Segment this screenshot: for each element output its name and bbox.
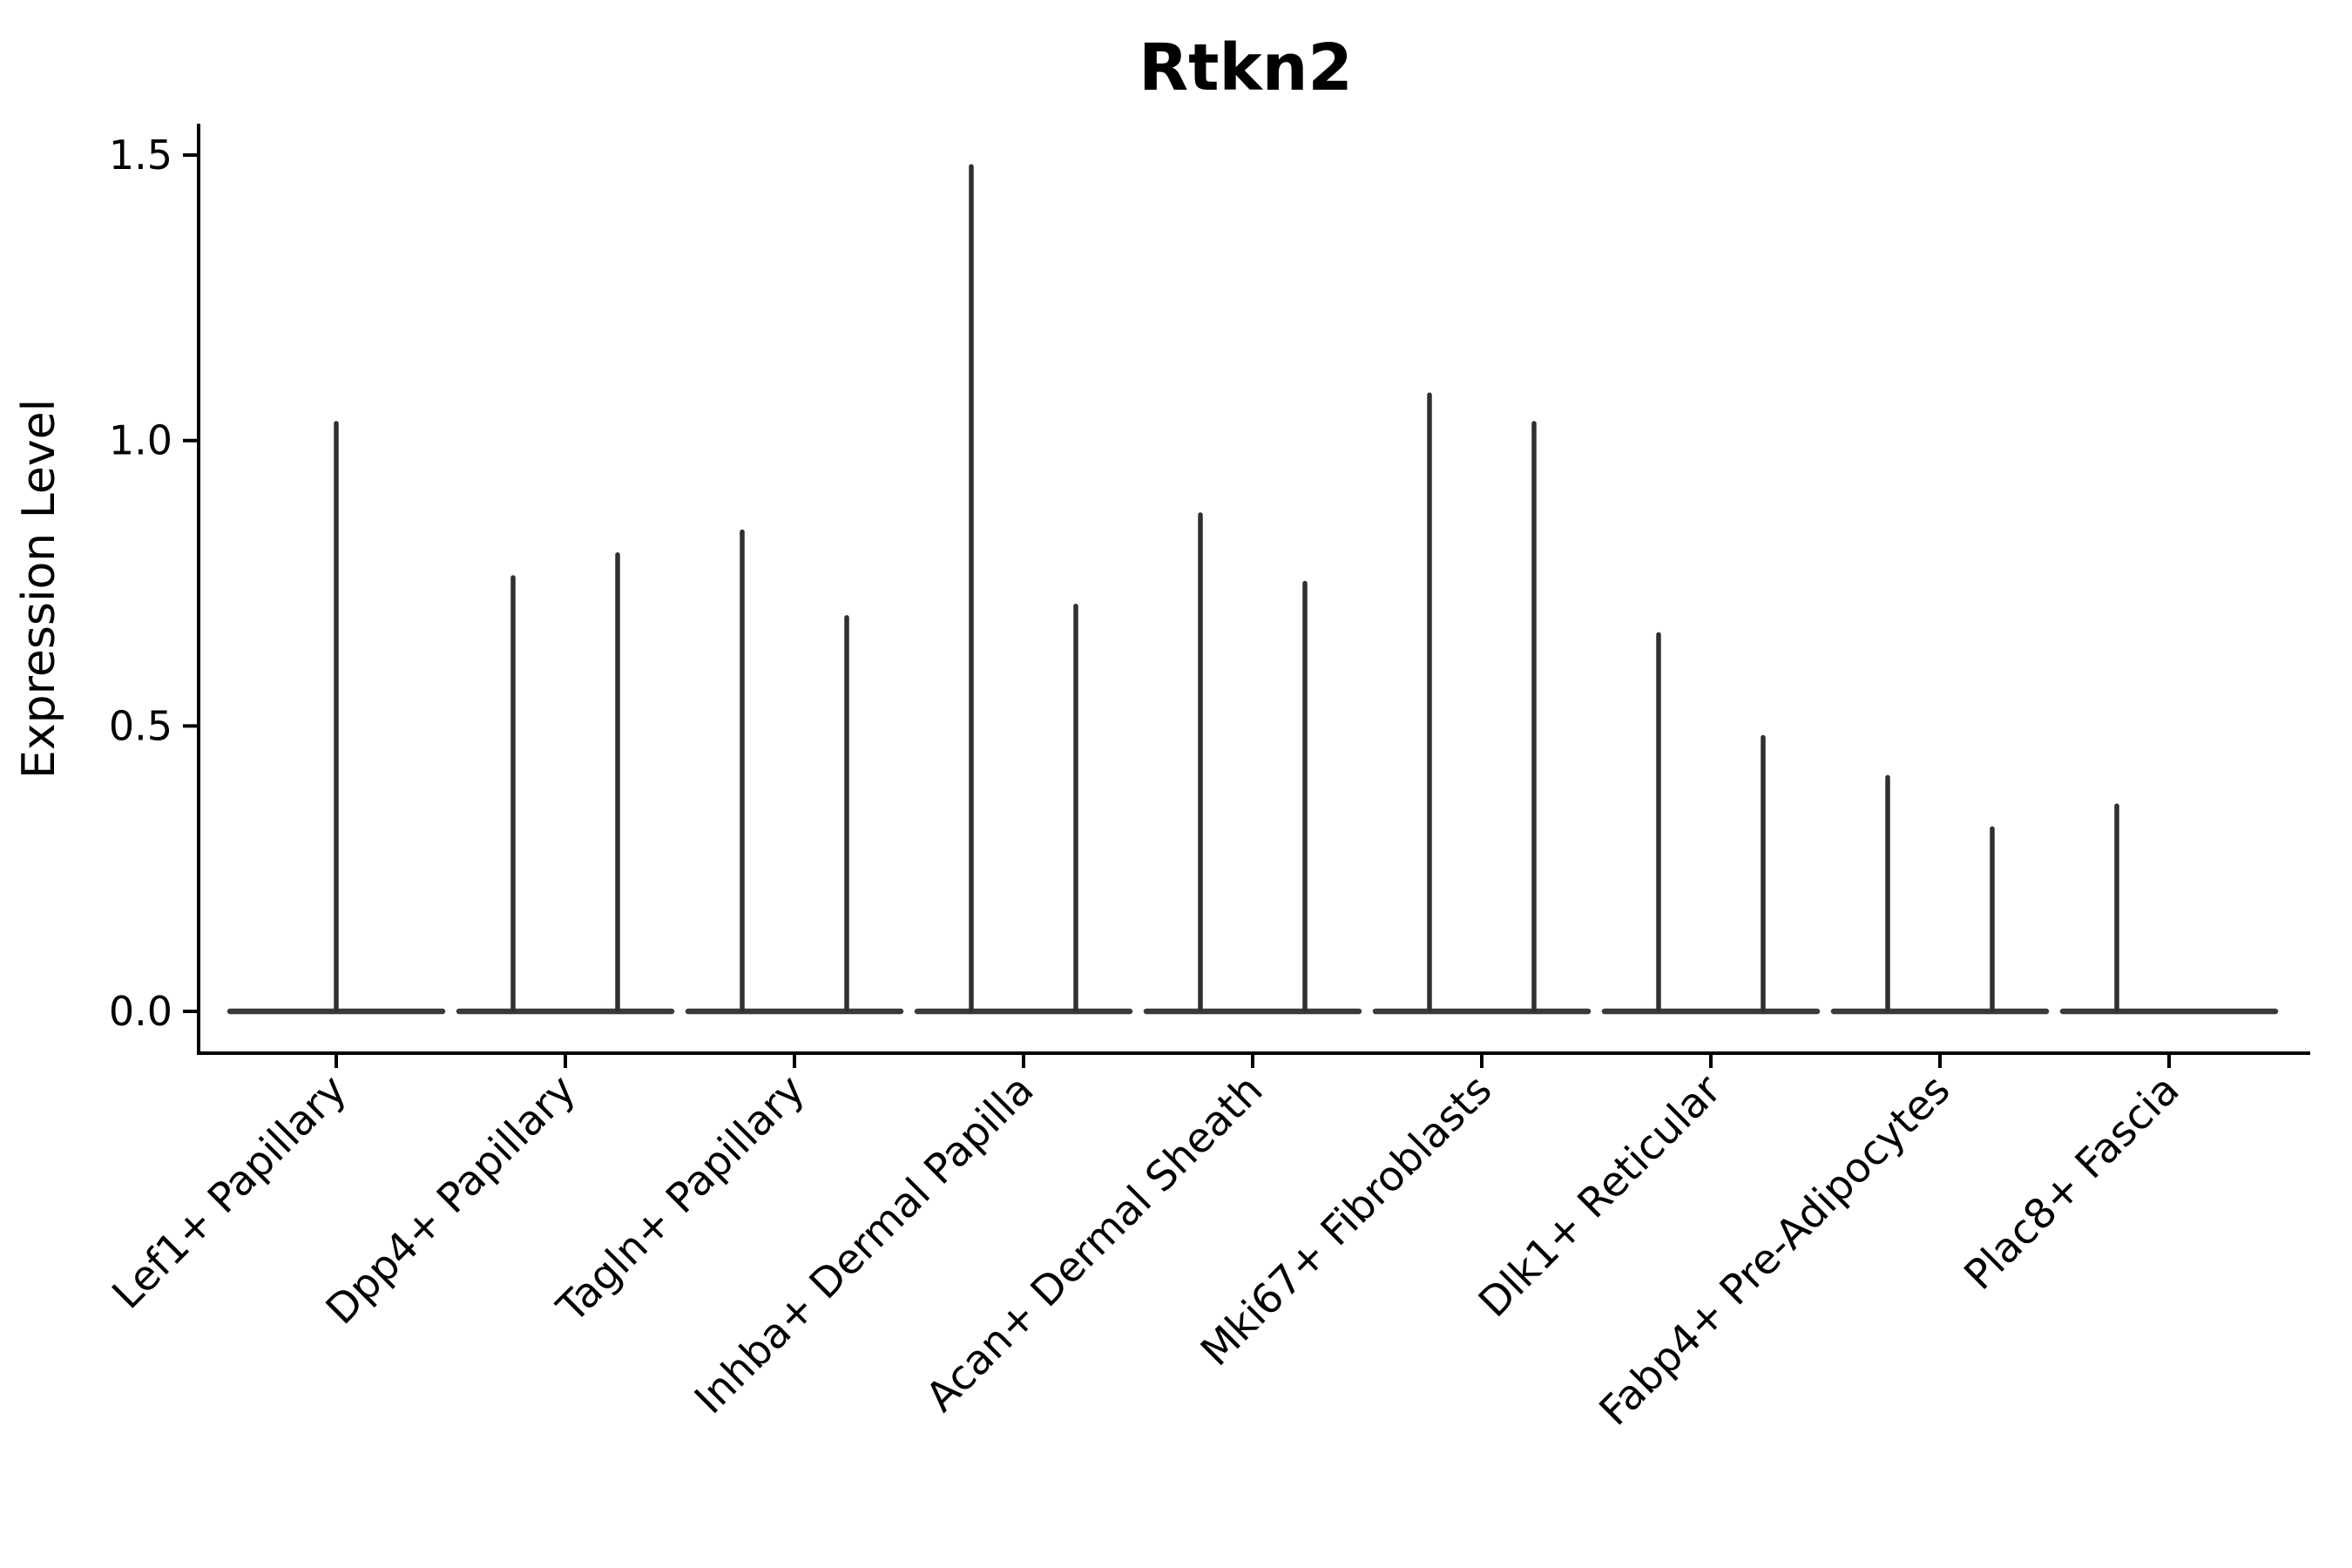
y-tick-label: 0.0 [109,988,172,1035]
y-tick-label: 0.5 [109,702,172,749]
chart-title: Rtkn2 [1139,30,1353,105]
y-tick-label: 1.0 [109,417,172,464]
y-axis-label: Expression Level [13,399,65,779]
x-tick-label: Plac8+ Fascia [1956,1066,2189,1300]
y-tick-labels: 0.0 0.5 1.0 1.5 [109,132,172,1035]
x-tick-label: Tagln+ Papillary [548,1066,814,1333]
violins-group [226,164,2279,1015]
x-tick-label: Dlk1+ Reticular [1470,1065,1731,1327]
y-tick-label: 1.5 [109,132,172,179]
x-tick-label: Lef1+ Papillary [104,1066,356,1319]
y-tick-marks [183,153,199,1013]
x-tick-marks [335,1053,2171,1068]
x-tick-label: Dpp4+ Papillary [317,1066,585,1335]
